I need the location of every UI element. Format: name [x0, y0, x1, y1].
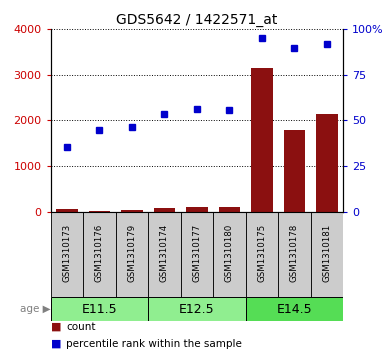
Bar — [181, 212, 213, 298]
Bar — [89, 211, 110, 212]
Text: count: count — [66, 322, 96, 332]
Text: ■: ■ — [51, 322, 61, 332]
Bar — [51, 298, 148, 322]
Text: GSM1310174: GSM1310174 — [160, 224, 169, 282]
Bar — [121, 209, 142, 212]
Bar — [252, 68, 273, 212]
Bar — [83, 212, 116, 298]
Text: GSM1310176: GSM1310176 — [95, 224, 104, 282]
Bar — [311, 212, 343, 298]
Text: E14.5: E14.5 — [277, 303, 312, 316]
Title: GDS5642 / 1422571_at: GDS5642 / 1422571_at — [116, 13, 278, 26]
Bar — [51, 212, 83, 298]
Bar — [246, 298, 343, 322]
Bar — [148, 298, 246, 322]
Bar — [57, 209, 78, 212]
Text: GSM1310178: GSM1310178 — [290, 224, 299, 282]
Text: GSM1310181: GSM1310181 — [323, 224, 332, 282]
Bar — [246, 212, 278, 298]
Bar — [213, 212, 246, 298]
Text: GSM1310179: GSM1310179 — [128, 224, 136, 282]
Text: ■: ■ — [51, 339, 61, 349]
Text: GSM1310180: GSM1310180 — [225, 224, 234, 282]
Text: age ▶: age ▶ — [20, 305, 51, 314]
Bar — [278, 212, 311, 298]
Text: E11.5: E11.5 — [82, 303, 117, 316]
Bar — [316, 114, 337, 212]
Text: GSM1310173: GSM1310173 — [62, 224, 71, 282]
Text: E12.5: E12.5 — [179, 303, 215, 316]
Text: GSM1310177: GSM1310177 — [192, 224, 202, 282]
Bar — [219, 208, 240, 212]
Bar — [154, 208, 175, 212]
Text: percentile rank within the sample: percentile rank within the sample — [66, 339, 242, 349]
Bar — [284, 130, 305, 212]
Text: GSM1310175: GSM1310175 — [257, 224, 266, 282]
Bar — [186, 207, 207, 212]
Bar — [148, 212, 181, 298]
Bar — [116, 212, 148, 298]
